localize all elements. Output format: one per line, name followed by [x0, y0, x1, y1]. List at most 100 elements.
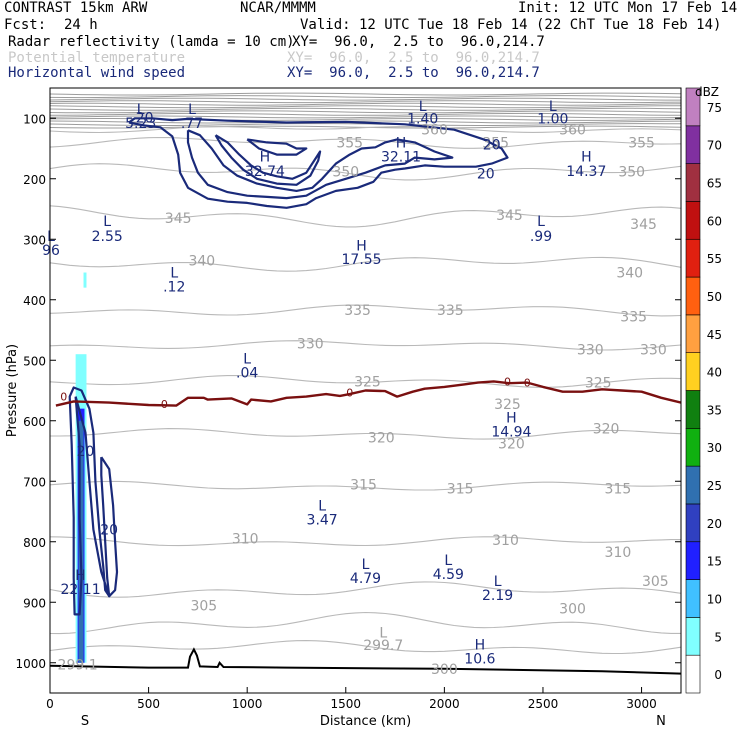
colorbar-swatch: [685, 390, 701, 429]
dbz-colorbar: 0 5 10 15 20 25 30 35 40 45 50 55 60 65 70 75 dBZ: [685, 85, 722, 694]
theta-label: 335: [344, 303, 371, 319]
wind-min-marker: L: [549, 99, 557, 115]
colorbar-level-label: 35: [707, 403, 722, 417]
wind-min-marker: L: [419, 99, 427, 115]
theta-label: 300: [431, 662, 458, 678]
wind-extreme-value: 10.6: [464, 652, 495, 668]
wind-contour-20: [68, 386, 111, 616]
wind-max-marker: H: [396, 135, 407, 151]
theta-label: 345: [496, 208, 523, 224]
wind-max-marker: H: [475, 638, 486, 654]
theta-strat-line: [50, 97, 681, 101]
wind-extreme-value: 22.11: [61, 582, 101, 598]
colorbar-level-label: 5: [714, 630, 722, 644]
colorbar-units: dBZ: [695, 85, 719, 99]
field-1-xy: XY= 96.0, 2.5 to 96.0,214.7: [292, 34, 545, 50]
wind-extreme-value: .04: [236, 365, 258, 381]
theta-label: 335: [437, 303, 464, 319]
theta-label: 320: [498, 437, 525, 453]
wind-max-marker: H: [75, 568, 86, 584]
theta-label: 335: [620, 310, 647, 326]
x-tick-label: 1000: [232, 697, 263, 711]
wind-extreme-value: .99: [530, 229, 552, 245]
wind-extreme-value: 17.55: [342, 252, 382, 268]
wind-extreme-value: 5.23: [125, 116, 156, 132]
theta-label: 330: [577, 342, 604, 358]
field-1-name: Radar reflectivity (lamda = 10 cm): [8, 34, 295, 50]
colorbar-swatch: [685, 163, 701, 202]
theta-label: 325: [494, 397, 521, 413]
field-2-name: Potential temperature: [8, 50, 186, 66]
wind-extreme-value: 32.74: [245, 164, 285, 180]
freezing-level-label: 0: [346, 386, 353, 399]
theta-label: 355: [336, 135, 363, 151]
colorbar-level-label: 60: [707, 214, 722, 228]
x-tick-label: 1500: [331, 697, 362, 711]
wind-min-marker: L: [537, 214, 545, 230]
theta-contour: [50, 340, 681, 351]
theta-strat-line: [50, 120, 681, 124]
freezing-level-label: 0: [504, 375, 511, 388]
theta-contour: [50, 611, 681, 635]
potential-temperature-contours: [50, 92, 681, 655]
theta-contour: [50, 304, 681, 317]
theta-contour: [50, 126, 681, 134]
colorbar-level-label: 10: [707, 592, 722, 606]
theta-label: 330: [640, 342, 667, 358]
theta-strat-line: [50, 110, 681, 114]
theta-label: 350: [618, 164, 645, 180]
contour-labels: 360 355 355 355 360 350 350 345 345 345 340 340 335 3…: [42, 99, 669, 678]
theta-label: 320: [593, 422, 620, 438]
y-tick-label: 700: [23, 475, 46, 489]
wind-min-marker: L: [137, 102, 145, 118]
wind-extreme-value: .77: [181, 116, 203, 132]
theta-label: 299.7: [363, 638, 403, 654]
theta-label: 360: [559, 123, 586, 139]
theta-strat-line: [50, 100, 681, 104]
fcst-value: 24 h: [64, 17, 98, 33]
freezing-level-line: [55, 380, 681, 407]
theta-label: 330: [297, 336, 324, 352]
theta-strat-line: [50, 95, 681, 99]
wind-extreme-value: 32.11: [381, 149, 421, 165]
wind-contour-20: [214, 134, 322, 186]
theta-strat-line: [50, 92, 681, 96]
x-tick-label: 0: [46, 697, 54, 711]
y-tick-label: 100: [23, 112, 46, 126]
colorbar-swatch: [685, 617, 701, 656]
terrain-line: [50, 647, 681, 675]
radar-column: [83, 272, 87, 288]
colorbar-level-label: 15: [707, 555, 722, 569]
theta-label: 355: [482, 135, 509, 151]
colorbar-level-label: 65: [707, 177, 722, 191]
wind-contour-label: 20: [100, 523, 118, 539]
colorbar-level-label: 45: [707, 328, 722, 342]
wind-contour-label: 20: [483, 137, 501, 153]
theta-label: 315: [350, 477, 377, 493]
colorbar-level-label: 55: [707, 252, 722, 266]
theta-strat-line: [50, 123, 681, 126]
y-tick-label: 400: [23, 294, 46, 308]
colorbar-swatch: [685, 87, 701, 127]
x-end-label-south: S: [81, 714, 89, 729]
theta-label: 299.1: [58, 658, 98, 674]
x-axis-title: Distance (km): [320, 714, 411, 729]
x-tick-label: 3000: [626, 697, 657, 711]
theta-label: 360: [421, 123, 448, 139]
freezing-level-label: 0: [524, 377, 531, 390]
wind-extreme-value: 14.37: [566, 164, 606, 180]
terrain-surface: [50, 647, 681, 675]
y-tick-label: 600: [23, 415, 46, 429]
theta-label: 310: [605, 545, 632, 561]
colorbar-level-label: 25: [707, 479, 722, 493]
theta-label: 310: [492, 533, 519, 549]
colorbar-level-label: 50: [707, 290, 722, 304]
y-tick-label: 300: [23, 233, 46, 247]
theta-label: 305: [642, 574, 669, 590]
wind-extreme-value: 4.79: [350, 571, 381, 587]
theta-contour: [50, 205, 681, 228]
wind-extreme-value: .12: [163, 279, 185, 295]
colorbar-swatch: [685, 201, 701, 240]
colorbar-swatch: [685, 352, 701, 391]
